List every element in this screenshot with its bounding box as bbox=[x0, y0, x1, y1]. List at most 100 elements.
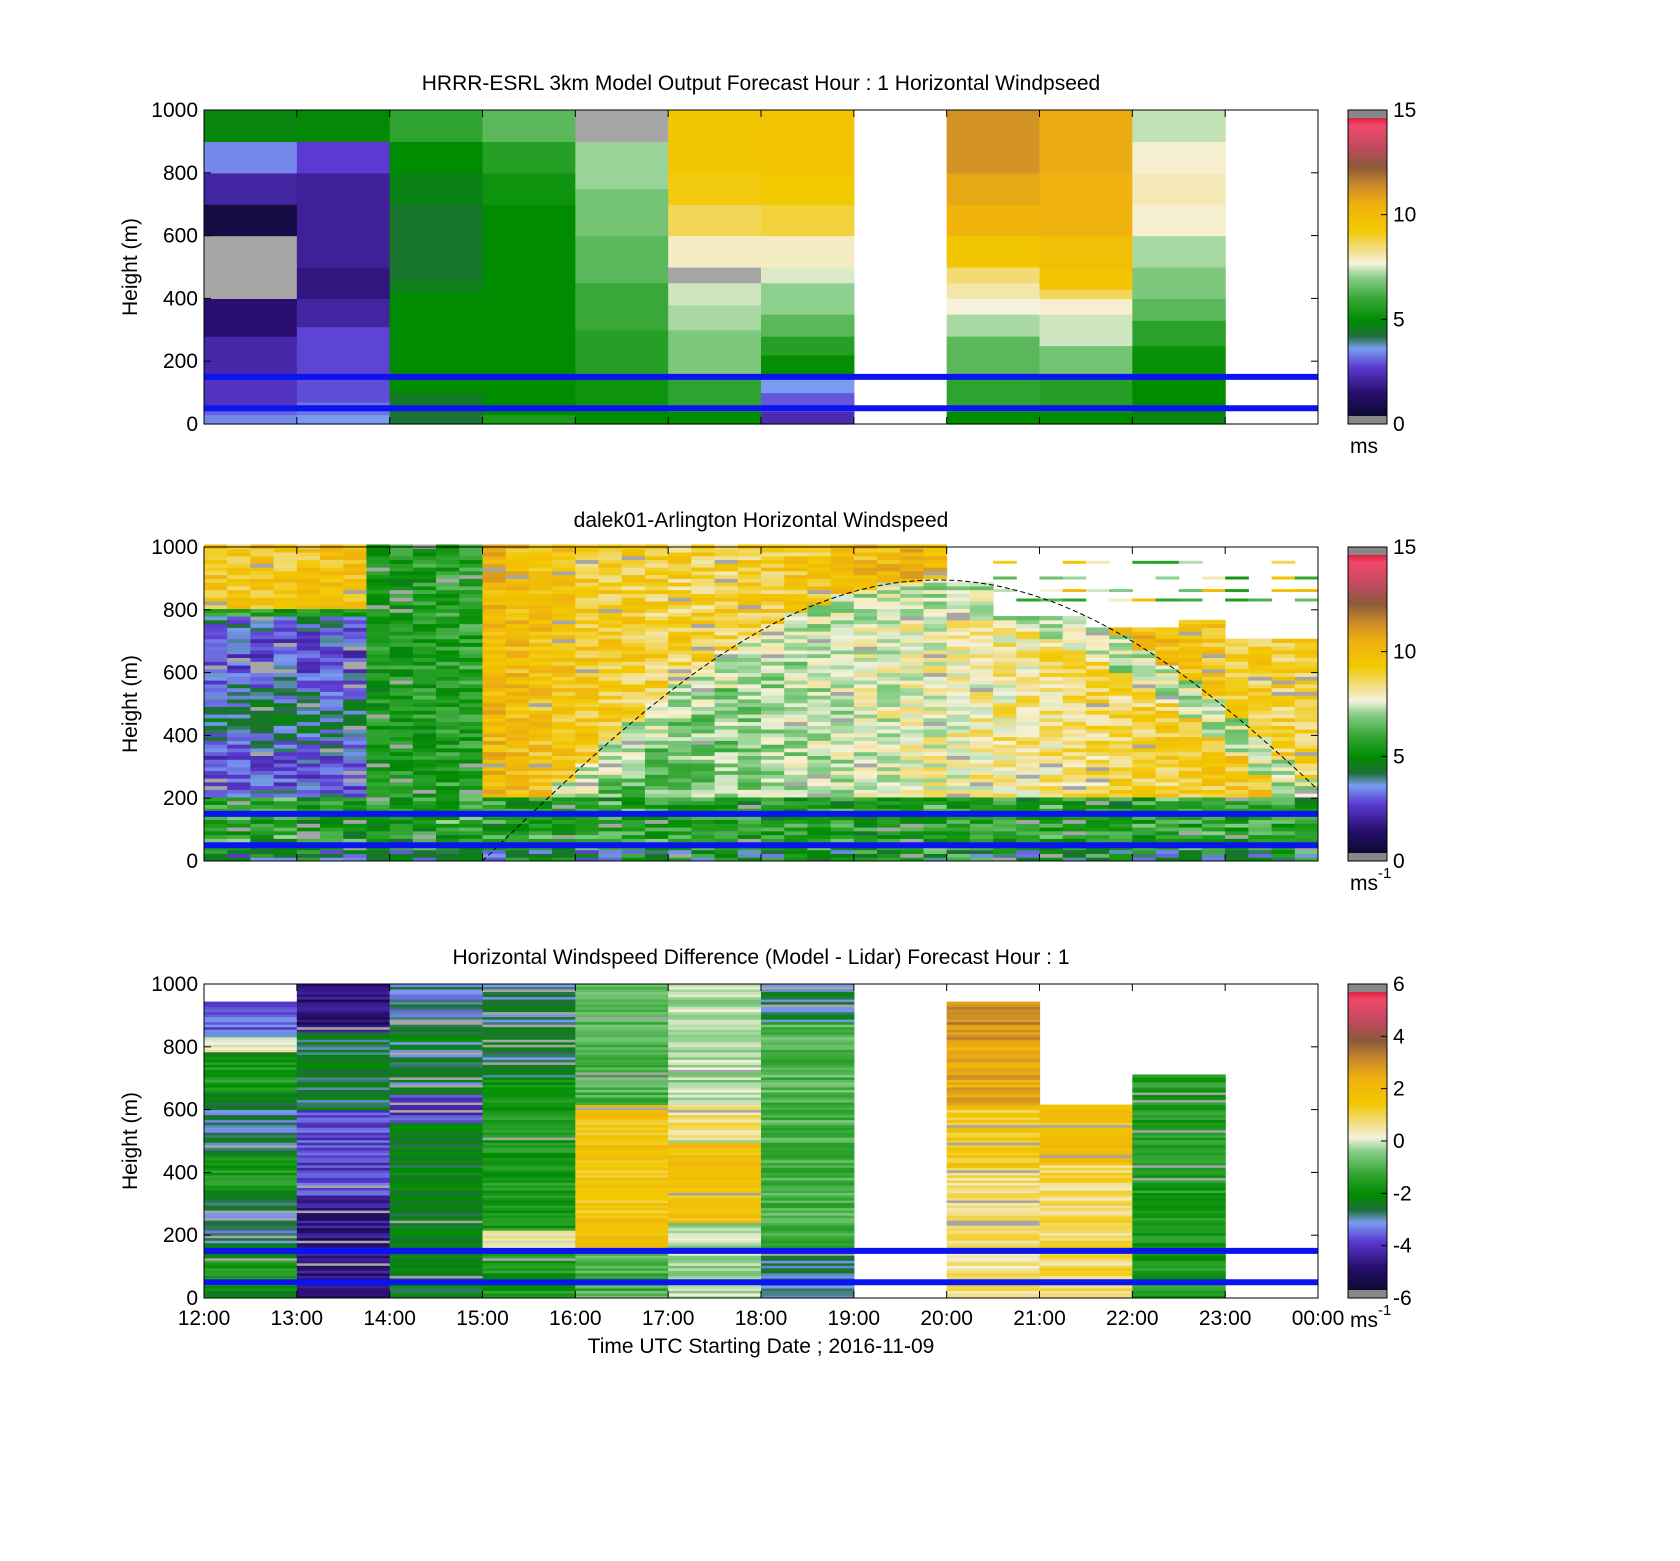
heatmap-cell bbox=[482, 661, 507, 666]
heatmap-cell bbox=[552, 683, 576, 689]
colorbar-tick-label: 5 bbox=[1393, 308, 1405, 331]
heatmap-cell bbox=[853, 661, 878, 666]
heatmap-cell bbox=[644, 714, 669, 719]
heatmap-cell bbox=[853, 710, 878, 715]
heatmap-cell bbox=[320, 691, 344, 696]
heatmap-cell bbox=[1155, 676, 1180, 681]
heatmap-cell bbox=[1039, 345, 1133, 378]
heatmap-cell bbox=[668, 702, 692, 708]
heatmap-cell bbox=[1225, 830, 1249, 836]
heatmap-cell bbox=[1085, 766, 1110, 772]
heatmap-cell bbox=[1248, 691, 1273, 696]
heatmap-cell bbox=[343, 653, 367, 659]
heatmap-cell bbox=[343, 838, 367, 843]
heatmap-cell bbox=[204, 778, 228, 783]
heatmap-cell bbox=[969, 800, 994, 805]
heatmap-cell bbox=[946, 1292, 1041, 1296]
heatmap-cell bbox=[900, 619, 924, 625]
heatmap-cell bbox=[320, 582, 344, 587]
heatmap-cell bbox=[923, 766, 948, 772]
heatmap-cell bbox=[575, 559, 600, 564]
heatmap-cell bbox=[343, 680, 367, 685]
heatmap-cell bbox=[389, 1225, 484, 1229]
heatmap-cell bbox=[459, 661, 483, 666]
heatmap-cell bbox=[412, 683, 437, 689]
heatmap-cell bbox=[389, 1124, 484, 1128]
heatmap-cell bbox=[807, 661, 832, 666]
heatmap-cell bbox=[389, 1051, 484, 1055]
heatmap-cell bbox=[807, 751, 832, 756]
heatmap-cell bbox=[761, 608, 785, 613]
heatmap-cell bbox=[296, 808, 321, 813]
heatmap-cell bbox=[993, 793, 1017, 798]
heatmap-cell bbox=[923, 815, 948, 821]
heatmap-cell bbox=[482, 1149, 576, 1153]
heatmap-cell bbox=[505, 789, 530, 794]
heatmap-cell bbox=[877, 830, 901, 836]
heatmap-cell bbox=[1085, 695, 1110, 700]
heatmap-cell bbox=[1016, 721, 1040, 726]
heatmap-cell bbox=[877, 732, 901, 738]
heatmap-cell bbox=[691, 676, 716, 681]
heatmap-cell bbox=[761, 1011, 855, 1015]
heatmap-cell bbox=[296, 1192, 391, 1196]
heatmap-cell bbox=[296, 1084, 391, 1088]
heatmap-cell bbox=[459, 717, 483, 723]
heatmap-cell bbox=[1039, 1292, 1133, 1296]
heatmap-cell bbox=[668, 1137, 762, 1141]
heatmap-cell bbox=[668, 1069, 762, 1073]
heatmap-cell bbox=[691, 619, 716, 625]
heatmap-cell bbox=[714, 747, 739, 753]
heatmap-cell bbox=[1132, 110, 1226, 142]
heatmap-cell bbox=[296, 695, 321, 700]
heatmap-cell bbox=[436, 646, 460, 651]
heatmap-cell bbox=[575, 785, 600, 790]
heatmap-cell bbox=[343, 698, 367, 704]
heatmap-cell bbox=[830, 619, 855, 625]
heatmap-cell bbox=[204, 616, 228, 621]
heatmap-cell bbox=[621, 815, 646, 821]
heatmap-cell bbox=[877, 653, 901, 659]
heatmap-cell bbox=[946, 702, 971, 708]
heatmap-cell bbox=[644, 619, 669, 625]
heatmap-cell bbox=[250, 830, 275, 836]
heatmap-cell bbox=[436, 763, 460, 768]
heatmap-cell bbox=[761, 1207, 855, 1211]
heatmap-cell bbox=[714, 574, 739, 579]
heatmap-cell bbox=[575, 710, 600, 715]
heatmap-cell bbox=[575, 1207, 669, 1211]
heatmap-cell bbox=[575, 732, 600, 738]
heatmap-cell bbox=[575, 1157, 669, 1161]
heatmap-cell bbox=[923, 774, 948, 779]
heatmap-cell bbox=[436, 593, 460, 598]
heatmap-cell bbox=[505, 736, 530, 741]
heatmap-cell bbox=[552, 570, 576, 576]
heatmap-cell bbox=[505, 721, 530, 726]
heatmap-cell bbox=[273, 706, 298, 711]
heatmap-cell bbox=[1132, 834, 1157, 839]
heatmap-cell bbox=[644, 740, 669, 745]
heatmap-cell bbox=[668, 1157, 762, 1161]
heatmap-cell bbox=[830, 747, 855, 753]
heatmap-cell bbox=[227, 721, 251, 726]
heatmap-cell bbox=[807, 796, 832, 802]
heatmap-cell bbox=[691, 774, 716, 779]
heatmap-cell bbox=[482, 1117, 576, 1121]
heatmap-cell bbox=[946, 1097, 1041, 1101]
heatmap-cell bbox=[412, 830, 437, 836]
heatmap-cell bbox=[482, 1004, 576, 1008]
heatmap-cell bbox=[482, 1162, 576, 1166]
heatmap-cell bbox=[250, 770, 275, 775]
heatmap-cell bbox=[1155, 834, 1180, 839]
heatmap-cell bbox=[621, 661, 646, 666]
heatmap-cell bbox=[412, 857, 437, 862]
heatmap-cell bbox=[946, 661, 971, 666]
heatmap-cell bbox=[1201, 732, 1226, 738]
heatmap-cell bbox=[621, 838, 646, 843]
heatmap-cell bbox=[273, 638, 298, 643]
heatmap-cell bbox=[1178, 698, 1203, 704]
heatmap-cell bbox=[296, 680, 321, 685]
heatmap-cell bbox=[691, 687, 716, 692]
heatmap-cell bbox=[830, 668, 855, 674]
heatmap-cell bbox=[575, 1267, 669, 1271]
